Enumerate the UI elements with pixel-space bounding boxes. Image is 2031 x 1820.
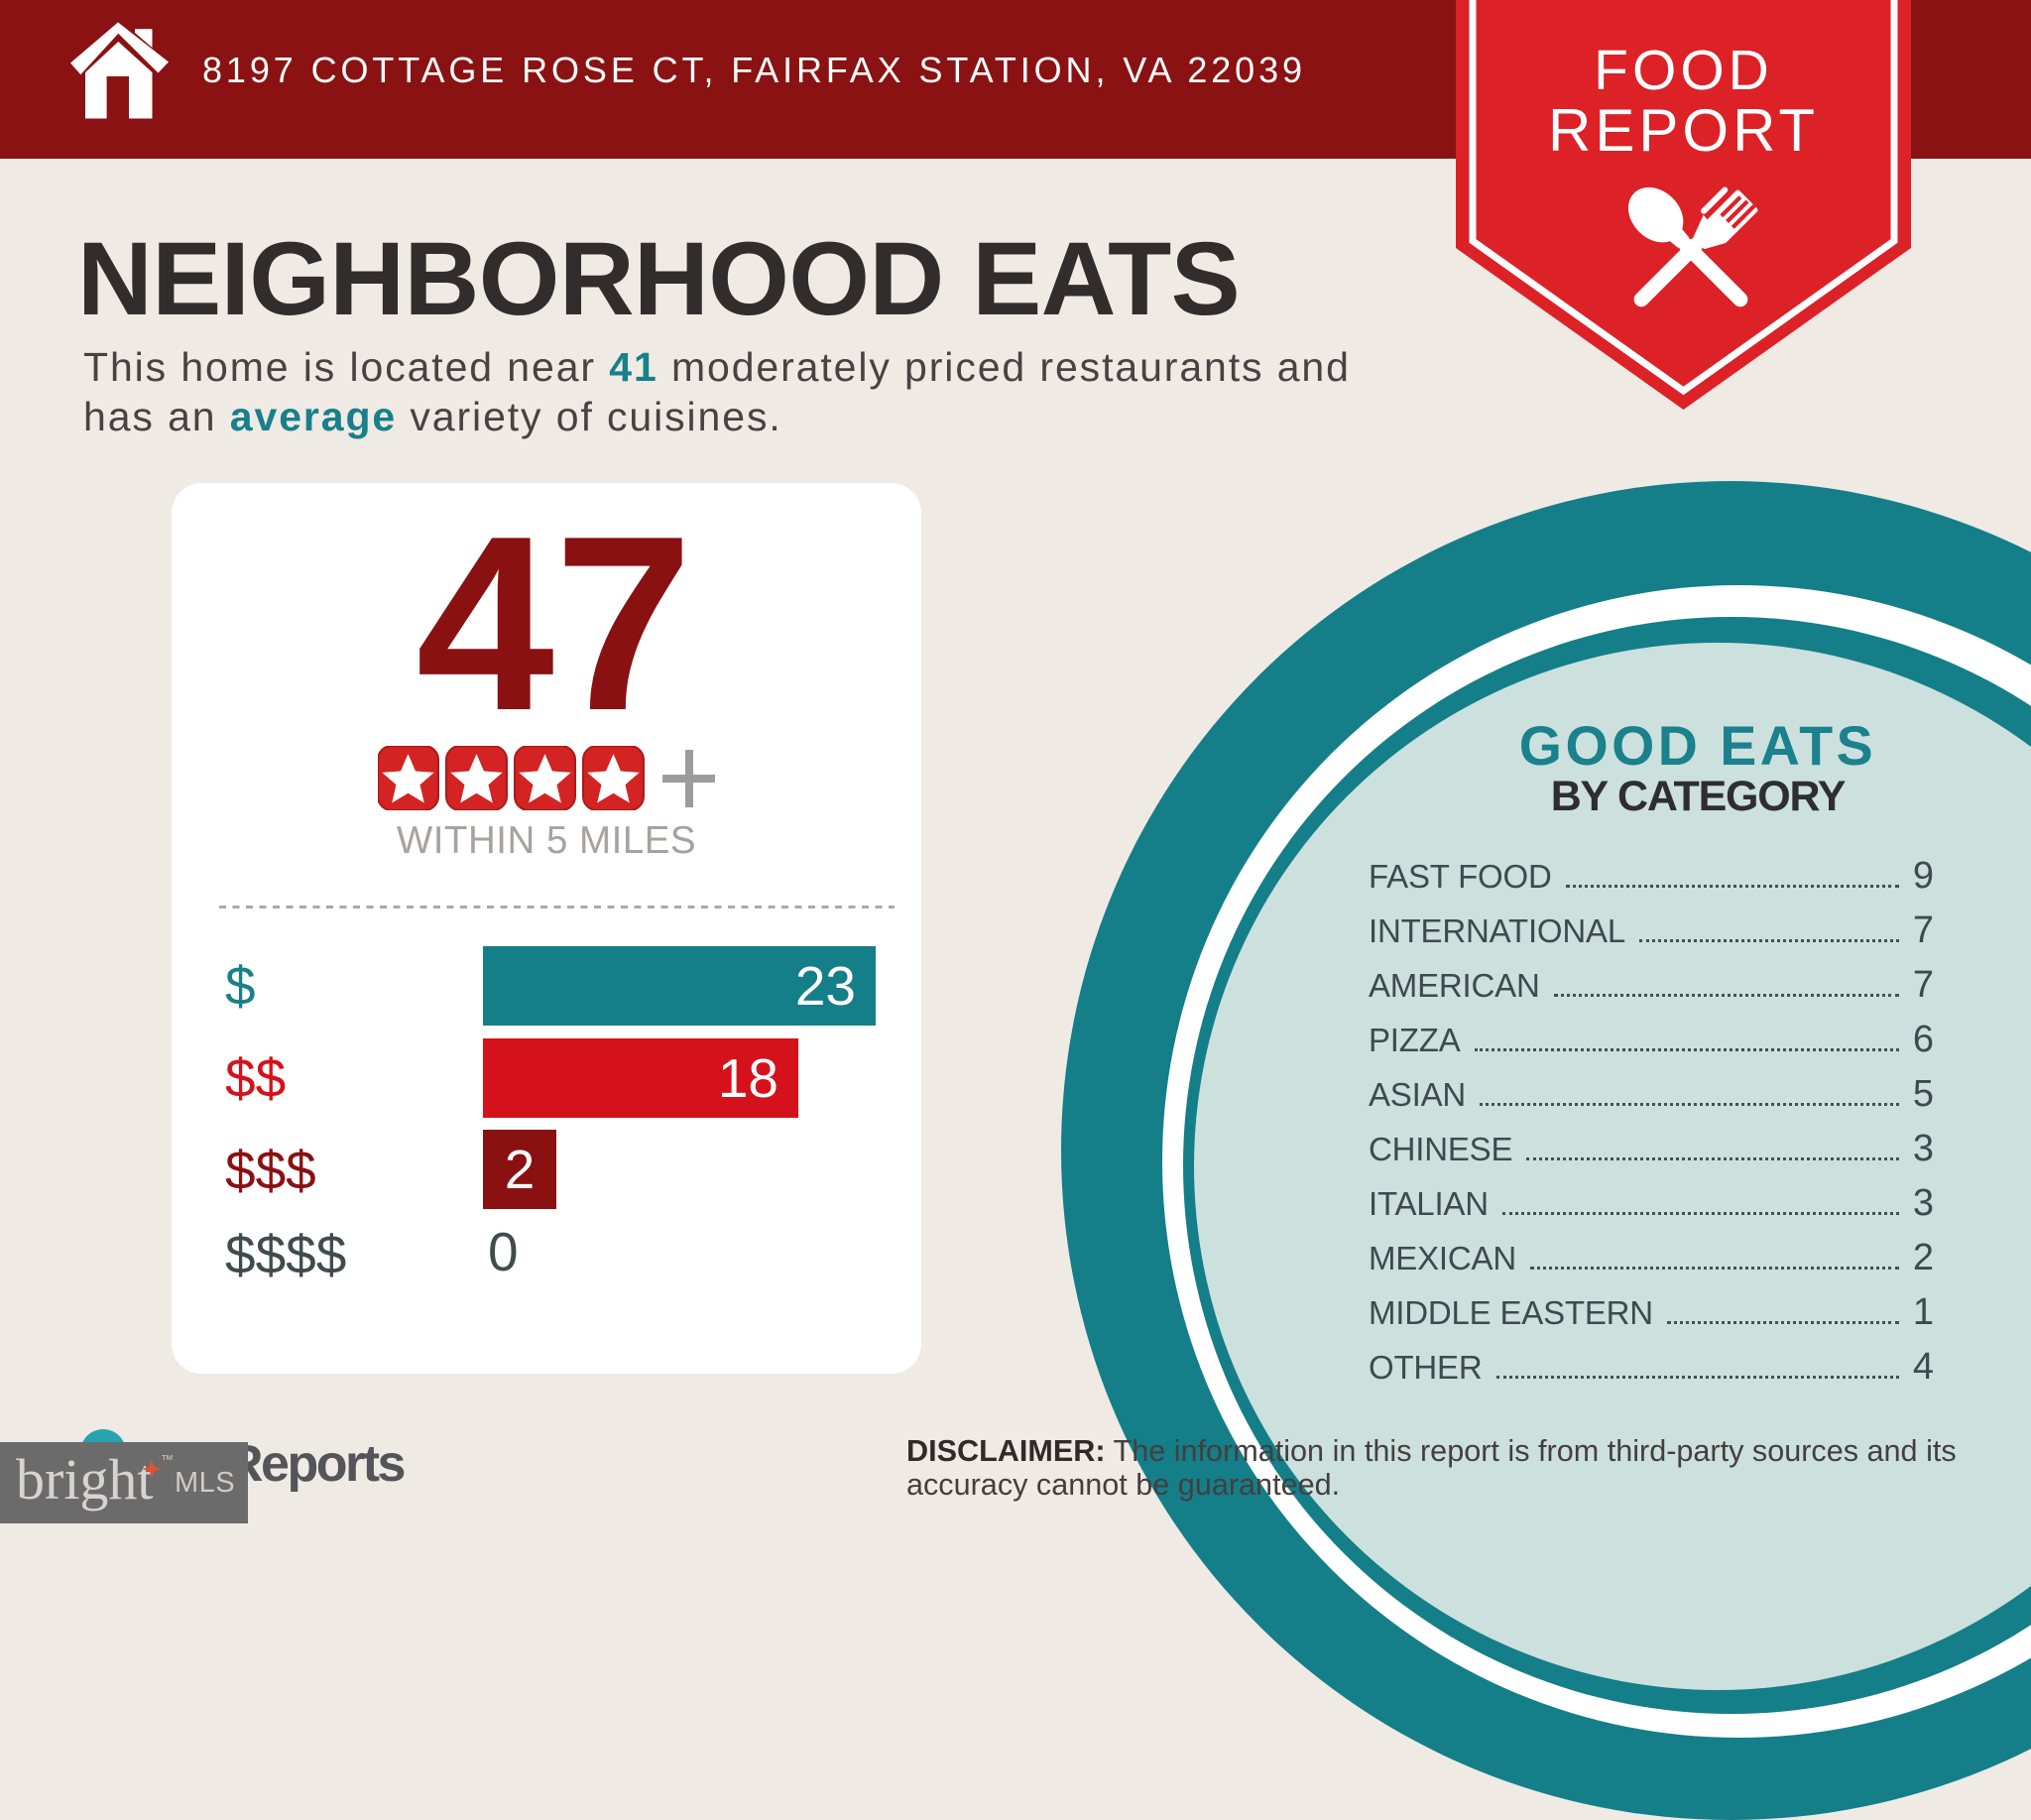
svg-text:FOOD: FOOD	[1594, 39, 1773, 102]
svg-text:REPORT: REPORT	[1548, 97, 1819, 164]
